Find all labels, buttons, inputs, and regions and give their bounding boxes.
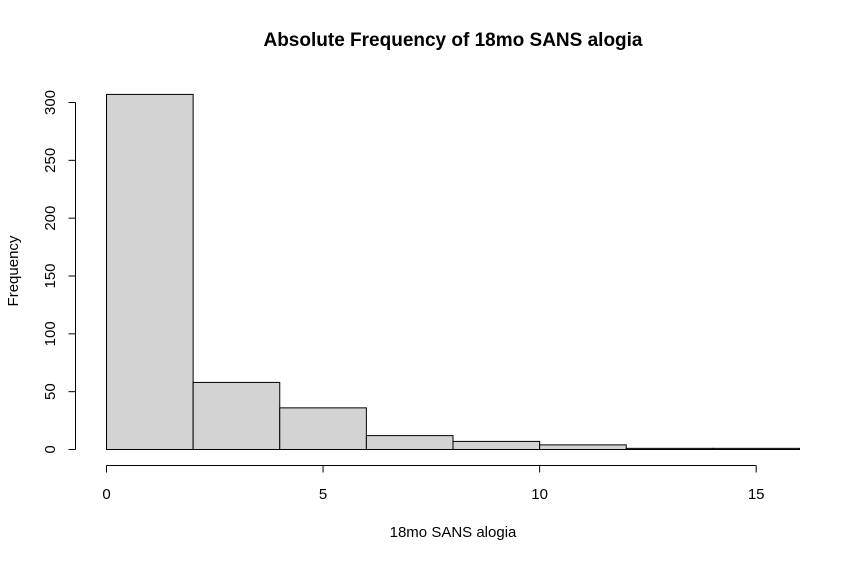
y-tick-label: 200: [42, 206, 59, 231]
y-tick-label: 100: [42, 321, 59, 346]
y-tick-label: 300: [42, 90, 59, 115]
y-tick-label: 250: [42, 148, 59, 173]
bars-group: [106, 93, 800, 451]
y-tick-label: 50: [42, 383, 59, 400]
y-tick-label: 150: [42, 263, 59, 288]
x-axis: 0 5 10 15: [102, 465, 765, 503]
y-axis-label: Frequency: [5, 235, 22, 306]
histogram-bar-12-14: [625, 447, 714, 450]
y-tick-label: 0: [42, 445, 59, 453]
histogram-bar-14-16: [712, 447, 800, 450]
x-tick-label: 0: [102, 486, 110, 503]
x-tick-label: 10: [531, 486, 548, 503]
chart-title: Absolute Frequency of 18mo SANS alogia: [263, 30, 642, 51]
histogram-bar-8-10: [452, 440, 541, 450]
x-axis-label: 18mo SANS alogia: [390, 524, 517, 541]
histogram-bar-2-4: [192, 381, 281, 450]
y-axis: 0 50 100 150 200 250 300: [42, 90, 76, 454]
histogram-bar-10-12: [539, 444, 627, 450]
x-tick-label: 15: [748, 486, 765, 503]
histogram-bar-4-6: [279, 407, 367, 450]
histogram-bar-0-2: [106, 93, 194, 451]
histogram-bar-6-8: [365, 435, 454, 450]
x-tick-label: 5: [319, 486, 327, 503]
